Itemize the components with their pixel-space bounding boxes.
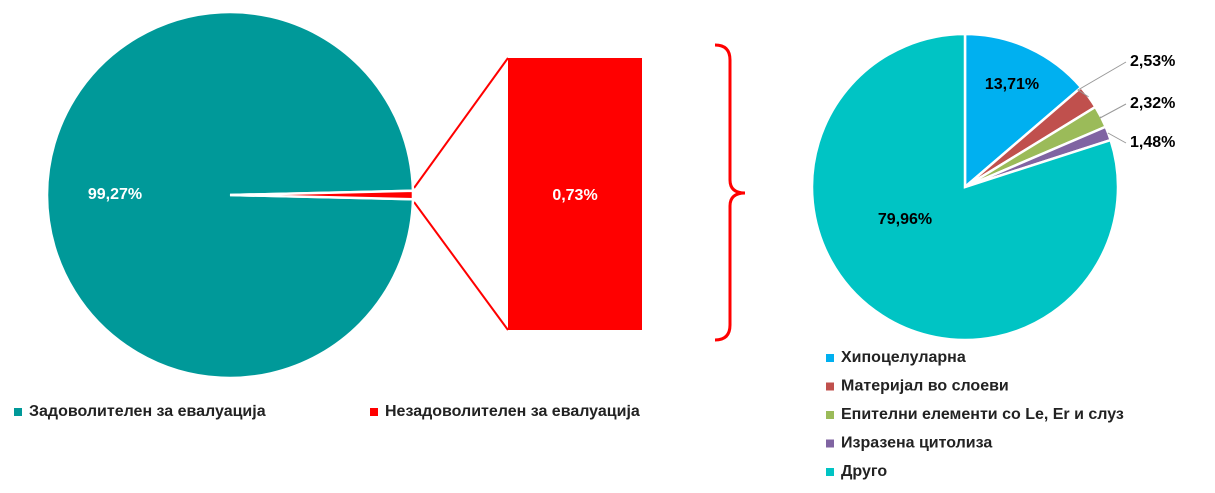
- data-label: 79,96%: [878, 211, 932, 228]
- data-label: 2,32%: [1130, 95, 1175, 112]
- data-label: 99,27%: [88, 186, 142, 203]
- legend-label: Епителни елементи со Le, Er и слуз: [841, 406, 1124, 423]
- legend-swatch: [370, 408, 378, 416]
- legend-label: Хипоцелуларна: [841, 349, 966, 366]
- legend-label: Изразена цитолиза: [841, 435, 992, 452]
- leader-line: [1107, 132, 1127, 144]
- connector: [413, 57, 509, 189]
- data-label: 1,48%: [1130, 134, 1175, 151]
- legend-swatch: [826, 382, 834, 391]
- data-label: 0,73%: [552, 187, 597, 204]
- data-label: 2,53%: [1130, 53, 1175, 70]
- legend-swatch: [826, 468, 834, 476]
- legend-label: Друго: [841, 463, 887, 480]
- legend-swatch: [14, 408, 22, 416]
- pie-slice: [810, 32, 1120, 342]
- legend-label: Незадоволителен за евалуација: [385, 403, 640, 420]
- legend-label: Материјал во слоеви: [841, 378, 1009, 395]
- legend-swatch: [826, 439, 834, 448]
- leader-line: [1077, 61, 1127, 98]
- legend-swatch: [826, 354, 834, 362]
- brace: [714, 43, 746, 342]
- legend-label: Задоволителен за евалуација: [29, 403, 266, 420]
- pie-slice: [963, 32, 1083, 190]
- leader-line: [1099, 103, 1127, 119]
- connector: [413, 201, 509, 331]
- legend-swatch: [826, 411, 834, 419]
- data-label: 13,71%: [985, 76, 1039, 93]
- bar: [508, 58, 642, 330]
- pie-slice: [229, 189, 415, 201]
